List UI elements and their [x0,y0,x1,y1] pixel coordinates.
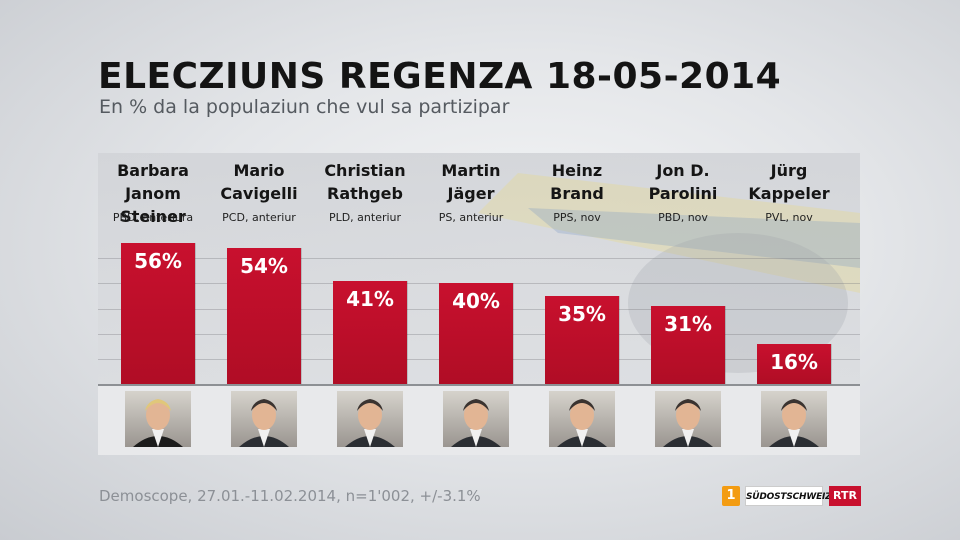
chart-subtitle: En % da la populaziun che vul sa partizi… [99,96,510,118]
candidate-portrait [231,391,297,447]
bar [227,248,301,384]
source-note: Demoscope, 27.01.-11.02.2014, n=1'002, +… [99,487,481,505]
candidate-column: Jon D. Parolini PBD, nov 31% [630,153,736,455]
candidate-column: Martin Jäger PS, anteriur 40% [418,153,524,455]
candidate-portrait [443,391,509,447]
candidate-party: PCD, anteriur [222,211,296,224]
bar-value-label: 54% [240,254,288,279]
bar [439,283,513,384]
candidate-party: PVL, nov [765,211,813,224]
bar-value-label: 35% [558,301,606,326]
candidate-name: Mario Cavigelli [220,161,298,203]
bar-value-label: 40% [452,289,500,314]
gridline [98,258,860,260]
candidate-name: Jon D. Parolini [648,161,718,203]
candidate-portrait [761,391,827,447]
chart-title: ELECZIUNS REGENZA 18-05-2014 [98,56,782,97]
candidate-column: Christian Rathgeb PLD, anteriur 41% [312,153,418,455]
candidate-party: PPS, nov [553,211,601,224]
candidate-column: Jürg Kappeler PVL, nov 16% [736,153,842,455]
logo-channel-one: 1 [722,486,740,506]
bar [651,305,725,384]
candidate-portrait [337,391,403,447]
bar [757,343,831,384]
candidate-column: Heinz Brand PPS, nov 35% [524,153,630,455]
logo-suedostschweiz: SÜDOSTSCHWEIZ [745,486,832,506]
candidate-party: PLD, anteriur [328,211,402,224]
candidate-portrait [655,391,721,447]
x-axis-line [98,384,860,386]
bar-value-label: 16% [770,349,818,374]
candidate-name: Christian Rathgeb [324,161,406,203]
candidate-name: Heinz Brand [550,161,604,203]
candidate-name: Martin Jäger [441,161,501,203]
candidate-name: Jürg Kappeler [748,161,830,203]
candidate-name: Barbara Janom Steiner [117,161,189,226]
candidate-column: Mario Cavigelli PCD, anteriur 54% [206,153,312,455]
logo-rtr: RTR [829,486,861,506]
candidate-portrait [125,391,191,447]
candidate-party: PBD, anteriura [112,211,194,224]
candidate-party: PS, anteriur [438,211,504,224]
bar-value-label: 56% [134,249,182,274]
candidate-column: Barbara Janom Steiner PBD, anteriura 56% [100,153,206,455]
bar-value-label: 41% [346,286,394,311]
bar [333,280,407,384]
bar [545,295,619,384]
bar [121,243,195,384]
chart-panel: Barbara Janom Steiner PBD, anteriura 56% Ma… [98,153,860,455]
candidate-party: PBD, nov [658,211,708,224]
bar-value-label: 31% [664,311,712,336]
candidate-portrait [549,391,615,447]
